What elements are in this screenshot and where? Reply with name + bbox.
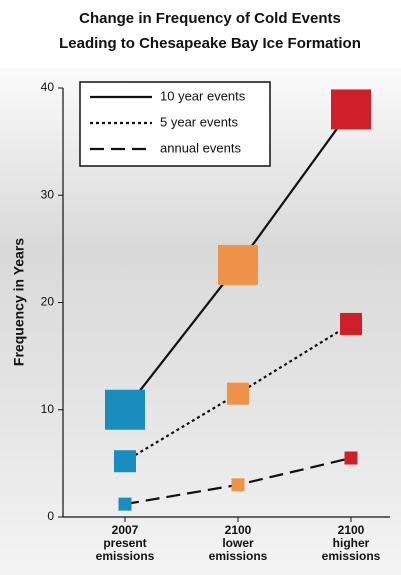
series-line — [124, 323, 352, 463]
legend-label: 5 year events — [160, 114, 239, 129]
point-marker — [114, 450, 136, 473]
point-marker — [331, 89, 371, 130]
y-axis-label: Frequency in Years — [11, 238, 27, 366]
x-tick-label: lower — [222, 536, 254, 550]
y-tick-label: 40 — [41, 80, 55, 94]
x-tick-label: emissions — [209, 549, 268, 563]
y-tick-label: 30 — [41, 187, 55, 201]
y-tick-label: 10 — [41, 402, 55, 416]
legend-label: annual events — [160, 140, 241, 155]
point-marker — [118, 497, 132, 511]
x-tick-label: 2100 — [225, 523, 252, 537]
y-tick-label: 0 — [47, 509, 54, 523]
chart-title: Leading to Chesapeake Bay Ice Formation — [59, 35, 361, 52]
x-tick-label: present — [103, 536, 146, 550]
point-marker — [231, 478, 245, 492]
point-marker — [344, 451, 358, 465]
point-marker — [340, 312, 362, 335]
legend-label: 10 year events — [160, 88, 246, 103]
point-marker — [218, 244, 258, 285]
x-tick-label: emissions — [96, 549, 155, 563]
x-tick-label: 2007 — [112, 523, 139, 537]
x-tick-label: 2100 — [338, 523, 365, 537]
y-tick-label: 20 — [41, 295, 55, 309]
chart-title: Change in Frequency of Cold Events — [79, 10, 341, 27]
x-tick-label: higher — [333, 536, 370, 550]
point-marker — [227, 382, 249, 405]
x-tick-label: emissions — [322, 549, 381, 563]
point-marker — [105, 389, 145, 430]
